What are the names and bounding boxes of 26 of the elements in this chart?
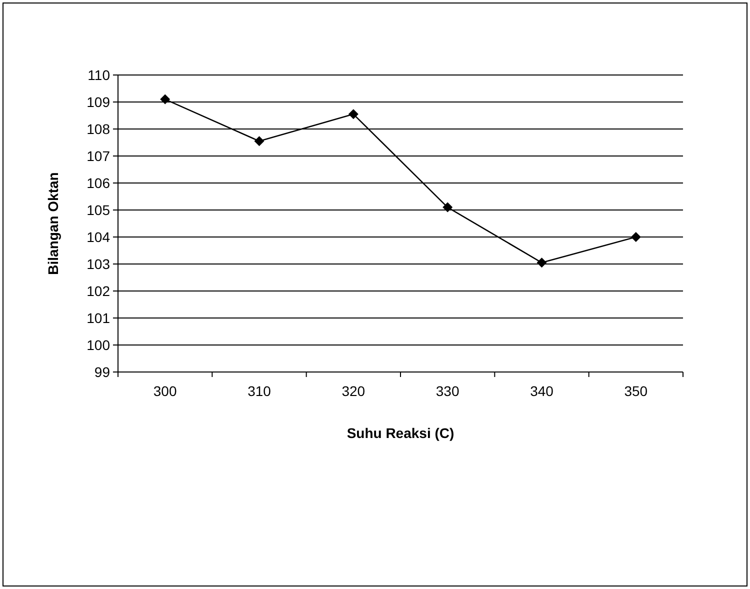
point xyxy=(254,136,264,146)
x-tick-label: 340 xyxy=(530,383,554,399)
y-tick-label: 109 xyxy=(86,94,110,110)
y-tick-label: 100 xyxy=(86,336,110,353)
y-tick-label: 106 xyxy=(86,174,110,191)
y-tick-label: 102 xyxy=(86,282,110,299)
x-tick-label: 350 xyxy=(624,383,648,399)
point xyxy=(630,232,641,242)
point xyxy=(160,94,170,104)
point xyxy=(442,202,453,212)
x-tick-label: 310 xyxy=(248,383,272,399)
y-tick-label: 101 xyxy=(86,310,110,326)
y-tick-label: 107 xyxy=(86,148,110,164)
y-tick-label: 105 xyxy=(86,202,110,218)
y-tick-label: 104 xyxy=(86,228,110,245)
x-tick-label: 330 xyxy=(436,383,460,399)
y-tick-label: 103 xyxy=(86,256,110,272)
x-tick-label: 320 xyxy=(342,383,366,399)
x-tick-label: 300 xyxy=(153,383,177,399)
point xyxy=(348,109,358,120)
x-axis-title: Suhu Reaksi (C) xyxy=(346,425,454,441)
y-tick-label: 108 xyxy=(86,120,110,137)
point xyxy=(536,258,547,268)
y-tick-label: 99 xyxy=(94,364,110,380)
y-axis-title: Bilangan Oktan xyxy=(45,172,61,275)
y-tick-label: 110 xyxy=(88,66,110,83)
